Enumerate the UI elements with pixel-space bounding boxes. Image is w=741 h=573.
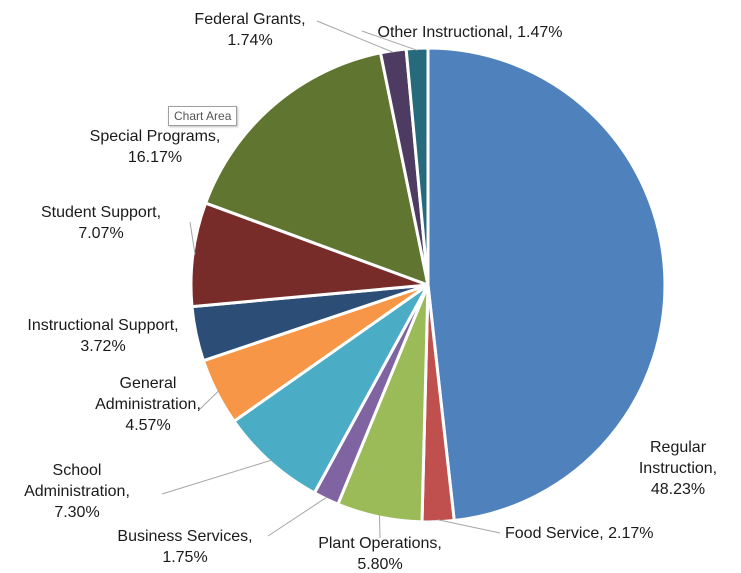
data-label-plant-operations: Plant Operations, 5.80%	[318, 535, 442, 573]
leader-line	[267, 496, 328, 537]
leader-line	[189, 221, 196, 255]
data-label-line: 48.23%	[651, 481, 705, 498]
data-label-line: Other Instructional, 1.47%	[378, 24, 563, 41]
pie-slice-school-administration[interactable]	[232, 283, 430, 495]
pie-slice-regular-instruction[interactable]	[426, 46, 667, 523]
leader-lines	[161, 20, 501, 539]
data-label-school-administration: School Administration, 7.30%	[24, 462, 130, 521]
data-label-line: Administration,	[95, 396, 201, 413]
data-label-line: 1.75%	[162, 549, 207, 566]
leader-line	[379, 514, 381, 539]
slice-labels: Regular Instruction, 48.23% Food Service, 2…	[24, 11, 717, 573]
data-label-line: Plant Operations,	[318, 535, 442, 552]
data-label-line: Special Programs,	[90, 128, 221, 145]
data-label-line: Federal Grants,	[194, 11, 305, 28]
data-label-line: Food Service, 2.17%	[505, 525, 654, 542]
data-label-line: Regular	[650, 439, 707, 456]
data-label-line: General	[120, 375, 177, 392]
chart-area-tooltip: Chart Area	[168, 106, 238, 126]
leader-line	[361, 30, 418, 51]
leader-line	[161, 459, 272, 495]
leader-line	[197, 390, 219, 412]
pie-slice-other-instructional[interactable]	[404, 46, 430, 287]
leader-line	[316, 20, 394, 53]
data-label-line: Instruction,	[639, 460, 717, 477]
data-label-line: 7.30%	[54, 504, 99, 521]
data-label-special-programs: Special Programs, 16.17%	[90, 128, 221, 166]
data-label-instructional-support: Instructional Support, 3.72%	[27, 317, 178, 355]
data-label-line: Instructional Support,	[27, 317, 178, 334]
data-label-other-instructional: Other Instructional, 1.47%	[378, 24, 563, 41]
pie-slice-special-programs[interactable]	[204, 51, 430, 287]
data-label-line: 7.07%	[78, 225, 123, 242]
data-label-line: 16.17%	[128, 149, 182, 166]
data-label-line: 4.57%	[125, 417, 170, 434]
data-label-line: 1.74%	[227, 32, 272, 49]
pie-slice-student-support[interactable]	[189, 201, 430, 309]
leader-line	[437, 519, 501, 534]
data-label-regular-instruction: Regular Instruction, 48.23%	[639, 439, 717, 498]
data-label-business-services: Business Services, 1.75%	[117, 528, 252, 566]
data-label-line: 5.80%	[357, 556, 402, 573]
data-label-line: School	[53, 462, 102, 479]
data-label-general-administration: General Administration, 4.57%	[95, 375, 201, 434]
data-label-line: Business Services,	[117, 528, 252, 545]
data-label-line: Student Support,	[41, 204, 161, 221]
pie-slices	[189, 46, 667, 524]
data-label-line: Administration,	[24, 483, 130, 500]
data-label-line: 3.72%	[80, 338, 125, 355]
data-label-student-support: Student Support, 7.07%	[41, 204, 161, 242]
data-label-federal-grants: Federal Grants, 1.74%	[194, 11, 305, 49]
data-label-food-service: Food Service, 2.17%	[505, 525, 654, 542]
